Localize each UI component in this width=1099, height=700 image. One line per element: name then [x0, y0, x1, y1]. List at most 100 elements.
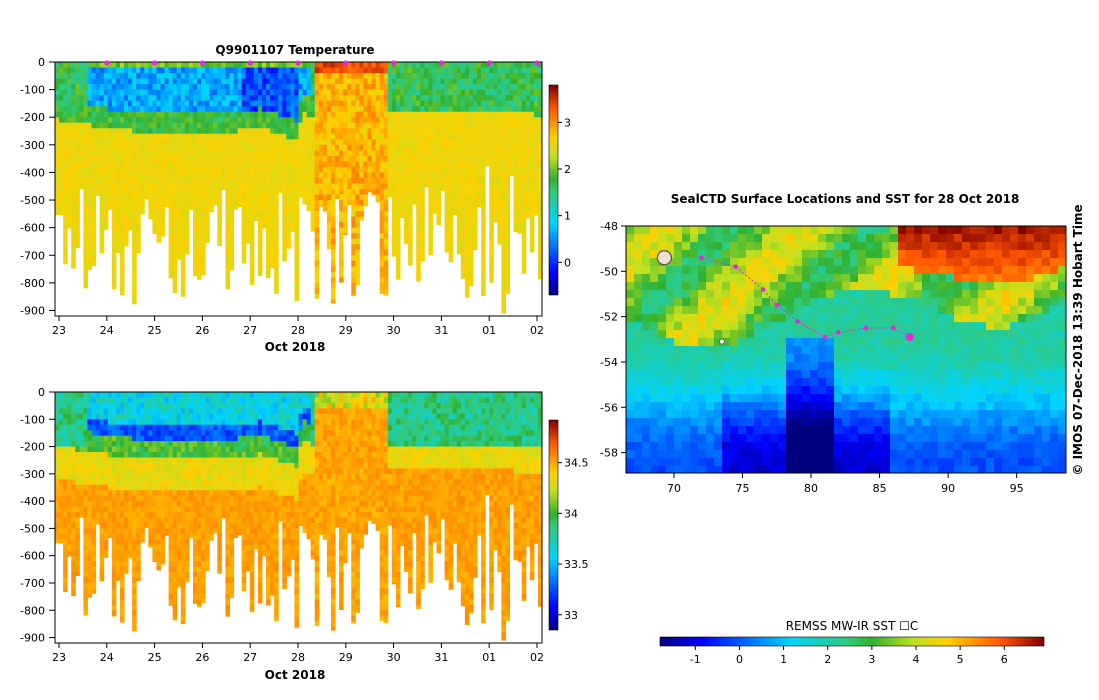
data-cell — [432, 117, 437, 124]
data-cell — [225, 244, 231, 251]
data-cell — [379, 260, 385, 267]
data-cell — [432, 122, 437, 129]
data-cell — [91, 506, 97, 513]
data-cell — [83, 522, 88, 530]
data-cell — [172, 222, 178, 229]
data-cell — [477, 155, 482, 162]
data-cell — [168, 139, 174, 146]
data-cell — [156, 117, 162, 124]
data-cell — [416, 189, 421, 196]
data-cell — [416, 62, 421, 69]
data-cell — [387, 128, 393, 135]
data-cell — [75, 533, 80, 540]
data-cell — [282, 194, 287, 201]
data-cell — [111, 227, 117, 234]
data-cell — [473, 100, 478, 107]
data-cell — [379, 255, 385, 262]
data-cell — [132, 200, 137, 207]
data-cell — [55, 408, 60, 415]
data-cell — [75, 205, 80, 212]
data-cell — [91, 222, 97, 229]
data-cell — [387, 84, 393, 91]
data-cell — [318, 183, 324, 190]
data-cell — [286, 150, 291, 157]
data-cell — [257, 78, 263, 85]
data-cell — [537, 244, 542, 251]
data-cell — [99, 555, 105, 562]
data-cell — [229, 166, 235, 174]
data-cell — [270, 155, 275, 162]
data-cell — [63, 260, 68, 265]
data-cell — [521, 249, 527, 256]
data-cell — [164, 189, 170, 196]
data-cell — [59, 211, 64, 216]
data-cell — [481, 249, 486, 256]
data-cell — [253, 117, 259, 124]
data-cell — [343, 161, 348, 168]
data-cell — [339, 222, 344, 229]
data-cell — [355, 238, 360, 245]
data-cell — [302, 150, 308, 157]
data-cell — [493, 189, 498, 196]
data-cell — [363, 111, 368, 118]
data-cell — [436, 161, 442, 168]
data-cell — [298, 84, 304, 91]
data-cell — [428, 89, 433, 96]
data-cell — [205, 177, 210, 185]
data-cell — [432, 177, 437, 185]
data-cell — [164, 435, 170, 442]
data-cell — [282, 183, 287, 190]
data-cell — [99, 117, 105, 124]
data-cell — [383, 244, 389, 251]
data-cell — [375, 67, 381, 74]
data-cell — [391, 111, 397, 118]
data-cell — [192, 233, 198, 240]
data-cell — [144, 512, 149, 519]
data-cell — [363, 67, 368, 74]
data-cell — [83, 155, 88, 162]
data-cell — [428, 106, 433, 113]
data-cell — [221, 183, 226, 190]
data-cell — [444, 144, 450, 151]
data-cell — [326, 189, 332, 196]
data-cell — [119, 610, 125, 617]
data-cell — [115, 172, 121, 179]
data-cell — [436, 205, 442, 212]
data-cell — [119, 473, 125, 480]
data-cell — [111, 100, 117, 107]
data-cell — [160, 484, 166, 491]
data-cell — [205, 67, 210, 74]
data-cell — [501, 100, 506, 107]
data-cell — [525, 189, 531, 196]
data-cell — [367, 106, 373, 113]
data-cell — [237, 183, 243, 190]
data-cell — [136, 205, 141, 212]
data-cell — [103, 468, 109, 475]
data-cell — [95, 484, 101, 491]
data-cell — [176, 238, 182, 245]
data-cell — [424, 78, 429, 85]
data-cell — [132, 544, 137, 551]
data-cell — [448, 194, 454, 201]
data-cell — [107, 117, 113, 124]
data-cell — [71, 89, 76, 96]
data-cell — [168, 194, 174, 201]
data-cell — [278, 150, 283, 157]
data-cell — [75, 100, 80, 107]
data-cell — [525, 78, 531, 85]
data-cell — [79, 155, 84, 162]
data-cell — [95, 139, 101, 146]
data-cell — [128, 484, 133, 491]
data-cell — [330, 166, 336, 174]
data-cell — [75, 67, 80, 74]
data-cell — [497, 139, 502, 146]
data-cell — [213, 89, 218, 96]
data-cell — [128, 84, 133, 91]
data-cell — [192, 166, 198, 174]
data-cell — [119, 260, 125, 267]
data-cell — [432, 183, 437, 190]
data-cell — [160, 430, 166, 437]
data-cell — [136, 566, 141, 573]
data-cell — [501, 310, 506, 314]
data-cell — [176, 227, 182, 234]
